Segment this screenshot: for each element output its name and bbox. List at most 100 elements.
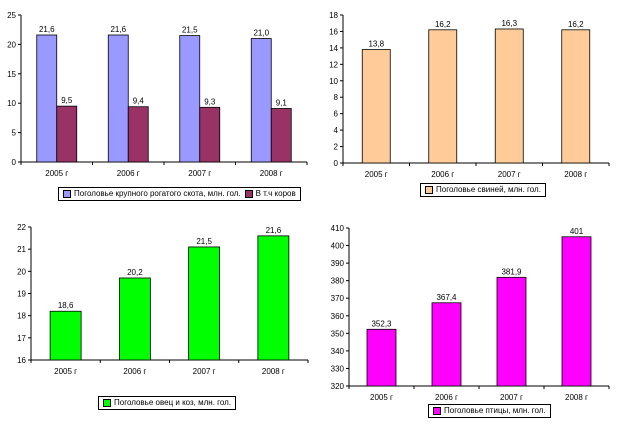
legend-swatch [425,186,433,194]
data-label: 13,8 [368,40,384,49]
bar [494,28,524,164]
y-tick-label: 10 [7,99,16,108]
y-tick-label: 18 [17,312,26,321]
y-tick-label: 370 [331,294,345,303]
bar [36,34,58,163]
y-tick-label: 2 [334,143,339,152]
y-tick-label: 19 [17,290,26,299]
data-label: 16,2 [568,20,584,29]
bar [361,49,391,164]
y-tick-label: 320 [331,382,345,391]
data-label: 401 [570,227,584,236]
y-tick-label: 16 [329,27,338,36]
y-tick-label: 22 [17,223,26,232]
bar [56,105,78,163]
legend-entry: Поголовье овец и коз, млн. гол. [103,398,231,408]
bar [257,235,290,361]
bar [428,29,458,164]
y-tick-label: 5 [12,129,17,138]
legend: Поголовье крупного рогатого скота, млн. … [58,187,301,201]
legend-entry: Поголовье крупного рогатого скота, млн. … [63,189,241,199]
x-tick-label: 2006 г [117,169,140,178]
data-label: 381,9 [501,267,522,276]
bar [188,246,221,361]
bar [270,108,292,163]
legend-label: Поголовье овец и коз, млн. гол. [114,398,232,407]
y-tick-label: 380 [331,277,345,286]
data-label: 21,6 [39,25,55,34]
data-label: 21,5 [196,237,212,246]
y-tick-label: 6 [334,110,339,119]
legend-label: В т.ч коров [255,189,296,198]
bar [561,29,591,164]
legend: Поголовье птицы, млн. гол. [428,404,551,418]
y-tick-label: 15 [7,70,16,79]
data-label: 9,4 [133,97,145,106]
legend-swatch [433,407,441,415]
y-tick-label: 25 [7,11,16,20]
legend-entry: В т.ч коров [244,189,296,199]
x-tick-label: 2008 г [565,393,588,402]
x-tick-label: 2008 г [564,170,587,179]
y-tick-label: 12 [329,60,338,69]
y-tick-label: 410 [331,224,345,233]
data-label: 21,5 [182,26,198,35]
x-tick-label: 2008 г [260,169,283,178]
legend-swatch [103,399,111,407]
legend-swatch [63,190,71,198]
x-tick-label: 2007 г [193,367,216,376]
y-tick-label: 0 [12,158,17,167]
y-tick-label: 350 [331,329,345,338]
bar [431,302,462,387]
data-label: 18,6 [58,301,74,310]
legend-label: Поголовье свиней, млн. гол. [436,185,541,194]
data-label: 16,2 [435,20,451,29]
data-label: 21,6 [266,226,282,235]
legend-label: Поголовье птицы, млн. гол. [444,406,546,415]
y-tick-label: 400 [331,242,345,251]
data-label: 21,6 [110,25,126,34]
legend-entry: Поголовье птицы, млн. гол. [433,406,546,416]
data-label: 9,1 [276,98,288,107]
legend-entry: Поголовье свиней, млн. гол. [425,185,541,195]
data-label: 9,3 [204,97,216,106]
data-label: 20,2 [127,268,143,277]
bar [127,106,149,163]
y-tick-label: 340 [331,347,345,356]
y-tick-label: 330 [331,364,345,373]
y-tick-label: 21 [17,245,26,254]
x-tick-label: 2007 г [188,169,211,178]
y-tick-label: 10 [329,77,338,86]
bar [107,34,129,163]
x-tick-label: 2007 г [500,393,523,402]
y-tick-label: 18 [329,11,338,20]
data-label: 16,3 [501,19,517,28]
y-tick-label: 20 [7,40,16,49]
y-tick-label: 14 [329,44,338,53]
legend: Поголовье свиней, млн. гол. [420,183,546,197]
data-label: 9,5 [61,96,73,105]
y-tick-label: 17 [17,334,26,343]
x-tick-label: 2005 г [370,393,393,402]
legend: Поголовье овец и коз, млн. гол. [98,396,237,410]
x-tick-label: 2006 г [435,393,458,402]
bar [561,236,592,387]
bar [366,328,397,387]
data-label: 352,3 [371,319,392,328]
y-tick-label: 390 [331,259,345,268]
x-tick-label: 2005 г [45,169,68,178]
bar [250,38,272,163]
bar [49,310,82,361]
y-tick-label: 20 [17,267,26,276]
y-tick-label: 360 [331,312,345,321]
data-label: 367,4 [436,293,457,302]
x-tick-label: 2007 г [498,170,521,179]
bar [496,276,527,387]
x-tick-label: 2008 г [262,367,285,376]
